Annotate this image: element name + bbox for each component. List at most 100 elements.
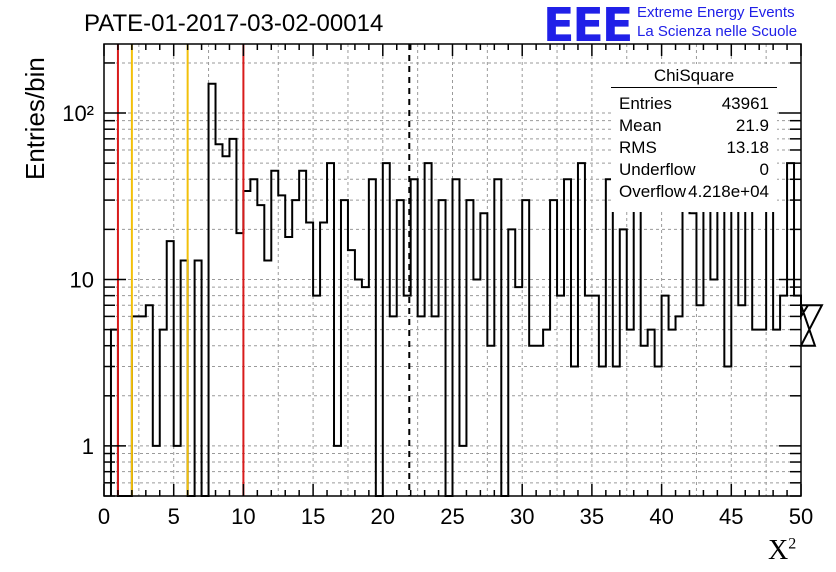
x-tick-label: 10 xyxy=(231,504,255,529)
histogram-bin xyxy=(515,287,522,496)
histogram-bin xyxy=(355,279,362,496)
x-tick-label: 50 xyxy=(789,504,813,529)
logo-subtitle-line2: La Scienza nelle Scuole xyxy=(637,23,798,40)
stats-label: Overflow xyxy=(619,182,687,201)
histogram-bin xyxy=(432,316,439,496)
histogram-bin xyxy=(738,305,745,496)
histogram-bin xyxy=(362,287,369,496)
histogram-bin xyxy=(710,279,717,496)
histogram-bin xyxy=(599,366,606,496)
histogram-bin xyxy=(606,179,613,496)
histogram-bin xyxy=(571,366,578,496)
histogram-bin xyxy=(494,179,501,496)
histogram-bin xyxy=(536,346,543,496)
stats-value: 0 xyxy=(759,160,769,179)
histogram-bin xyxy=(132,316,139,496)
histogram-bin xyxy=(320,222,327,496)
histogram-bin xyxy=(752,330,759,496)
histogram-bin xyxy=(257,205,264,496)
stats-row-mean: Mean 21.9 xyxy=(619,116,769,138)
histogram-bin xyxy=(731,179,738,496)
histogram-bin xyxy=(648,330,655,496)
histogram-bin xyxy=(250,179,257,496)
histogram-bin xyxy=(439,200,446,496)
histogram-bin xyxy=(397,200,404,496)
x-tick-label: 5 xyxy=(168,504,180,529)
histogram-bin xyxy=(620,229,627,496)
chart-title: PATE-01-2017-03-02-00014 xyxy=(84,10,384,37)
logo-subtitle-line1: Extreme Energy Events xyxy=(637,4,795,21)
x-axis-label-superscript: 2 xyxy=(788,535,797,553)
histogram-bin xyxy=(160,330,167,496)
histogram-bin xyxy=(508,229,515,496)
histogram-bin xyxy=(543,330,550,496)
x-tick-label: 20 xyxy=(371,504,395,529)
x-tick-label: 35 xyxy=(580,504,604,529)
histogram-bin xyxy=(299,171,306,496)
histogram-bin xyxy=(229,139,236,496)
stats-value: 43961 xyxy=(721,94,769,113)
histogram-bin xyxy=(522,200,529,496)
stats-row-overflow: Overflow 4.218e+04 xyxy=(619,182,769,204)
histogram-outline xyxy=(109,82,824,497)
histogram-bin xyxy=(271,171,278,496)
histogram-bin xyxy=(466,200,473,496)
x-tick-label: 40 xyxy=(649,504,673,529)
stats-label: Entries xyxy=(619,94,672,113)
stats-label: Mean xyxy=(619,116,662,135)
stats-title: ChiSquare xyxy=(611,66,777,88)
stats-label: Underflow xyxy=(619,160,696,179)
histogram-bin xyxy=(676,316,683,496)
stats-row-underflow: Underflow 0 xyxy=(619,160,769,182)
y-tick-label: 1 xyxy=(82,434,94,459)
histogram-bin xyxy=(564,179,571,496)
stats-label: RMS xyxy=(619,138,657,157)
histogram-bin xyxy=(627,330,634,496)
histogram-bin xyxy=(473,279,480,496)
histogram-bin xyxy=(341,200,348,496)
histogram-bin xyxy=(759,330,766,496)
histogram-bin xyxy=(550,200,557,496)
x-tick-label: 45 xyxy=(719,504,743,529)
histogram-bin xyxy=(696,305,703,496)
histogram-bin xyxy=(390,316,397,496)
stats-row-entries: Entries 43961 xyxy=(619,94,769,116)
histogram-bin xyxy=(703,171,710,496)
stats-value: 4.218e+04 xyxy=(688,182,769,201)
x-tick-label: 15 xyxy=(301,504,325,529)
x-tick-label: 0 xyxy=(98,504,110,529)
y-tick-label: 10 xyxy=(70,267,94,292)
stats-row-rms: RMS 13.18 xyxy=(619,138,769,160)
histogram-bin xyxy=(306,222,313,496)
histogram-bin xyxy=(222,156,229,496)
histogram-bin xyxy=(146,305,153,496)
histogram-bin xyxy=(453,179,460,496)
histogram-bin xyxy=(418,316,425,496)
histogram-bin xyxy=(641,346,648,496)
histogram-bin xyxy=(487,346,494,496)
y-axis-label: Entries/bin xyxy=(20,57,50,180)
x-tick-label: 25 xyxy=(440,504,464,529)
histogram-bin xyxy=(724,366,731,496)
x-axis-label-base: X xyxy=(768,535,789,566)
histogram-bin xyxy=(683,179,690,496)
histogram-bin xyxy=(529,346,536,496)
histogram-bin xyxy=(717,179,724,496)
x-tick-label: 30 xyxy=(510,504,534,529)
eee-logo: EEE xyxy=(543,0,633,52)
histogram-bin xyxy=(766,200,773,496)
histogram-bin xyxy=(773,330,780,496)
stats-value: 21.9 xyxy=(735,116,769,135)
histogram-bin xyxy=(236,233,243,496)
histogram-bin xyxy=(243,191,250,496)
stats-value: 13.18 xyxy=(726,138,769,157)
x-axis-label: X2 xyxy=(768,535,796,567)
histogram-bin xyxy=(139,316,146,496)
histogram-bin xyxy=(669,330,676,496)
histogram-bin xyxy=(216,144,223,496)
histogram-bin xyxy=(209,84,216,496)
histogram-bin xyxy=(369,179,376,496)
histogram-bin xyxy=(411,179,418,496)
histogram-bin xyxy=(292,200,299,496)
